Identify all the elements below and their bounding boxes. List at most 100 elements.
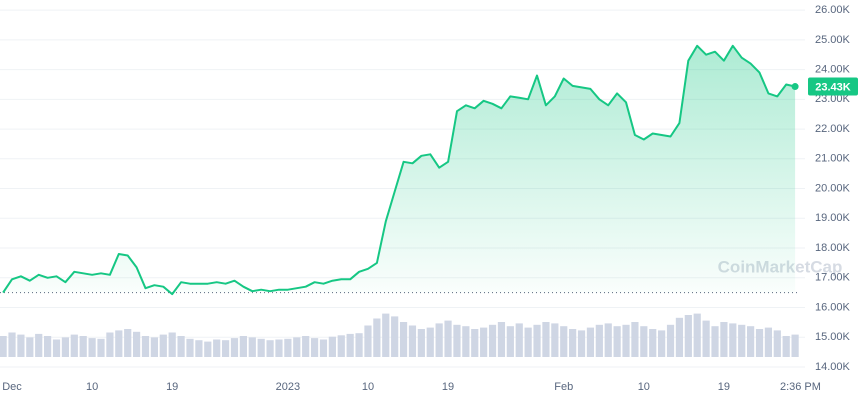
volume-bar <box>302 336 310 357</box>
volume-bar <box>569 329 577 357</box>
x-tick-label: 19 <box>442 381 454 393</box>
volume-bar <box>293 337 301 357</box>
volume-bar <box>382 313 390 357</box>
y-tick-label: 25.00K <box>815 34 851 46</box>
volume-bar <box>70 334 78 357</box>
volume-bar <box>284 338 292 357</box>
volume-bar <box>533 324 541 357</box>
volume-bar <box>515 323 523 357</box>
price-line <box>2 44 796 296</box>
volume-bar <box>604 323 612 357</box>
y-tick-label: 22.00K <box>815 123 851 135</box>
x-tick-label: 2023 <box>276 381 300 393</box>
y-tick-label: 15.00K <box>815 331 851 343</box>
volume-bar <box>649 329 657 357</box>
volume-bar <box>399 322 408 357</box>
x-tick-label: Feb <box>554 381 573 393</box>
volume-bar <box>595 324 603 357</box>
volume-bar <box>435 323 443 357</box>
volume-bar <box>631 322 639 357</box>
volume-bar <box>79 336 87 357</box>
volume-bar <box>275 339 283 357</box>
volume-bar <box>106 332 114 357</box>
volume-bar <box>488 324 497 357</box>
volume-bar <box>684 315 692 357</box>
volume-bar <box>658 330 666 357</box>
price-badge <box>808 77 858 96</box>
volume-bar <box>462 326 470 357</box>
volume-bar <box>150 337 158 357</box>
x-tick-label: 2:36 PM <box>780 381 821 393</box>
x-tick-label: 10 <box>638 381 650 393</box>
x-tick-label: Dec <box>2 381 22 393</box>
volume-bar <box>764 327 773 357</box>
volume-bar <box>426 327 434 357</box>
volume-bar <box>97 338 105 357</box>
volume-bar <box>26 337 34 357</box>
x-tick-label: 10 <box>86 381 98 393</box>
volume-bar <box>408 325 417 357</box>
volume-bar <box>310 338 319 357</box>
y-tick-label: 16.00K <box>815 301 851 313</box>
volume-bar <box>0 336 7 357</box>
volume-bar <box>115 330 123 357</box>
volume-bar <box>480 327 488 357</box>
x-tick-label: 19 <box>166 381 178 393</box>
volume-bar <box>542 322 550 357</box>
volume-bar <box>204 341 212 357</box>
volume-bar <box>257 338 265 357</box>
volume-bar <box>586 327 595 357</box>
volume-bar <box>613 326 621 357</box>
volume-bar <box>471 329 479 357</box>
volume-bar <box>755 329 764 357</box>
volume-bar <box>337 335 345 357</box>
volume-bar <box>61 337 70 357</box>
volume-bar <box>675 317 684 357</box>
volume-bar <box>524 327 532 357</box>
y-tick-label: 17.00K <box>815 272 851 284</box>
x-tick-label: 10 <box>362 381 374 393</box>
volume-bar <box>791 334 799 357</box>
volume-bar <box>693 313 701 357</box>
volume-bar <box>52 339 61 357</box>
volume-bar <box>195 340 203 357</box>
volume-bar <box>168 332 176 357</box>
y-tick-label: 14.00K <box>815 361 851 373</box>
volume-bar <box>141 336 150 357</box>
volume-bar <box>560 326 568 357</box>
volume-bar <box>248 337 256 357</box>
volume-bar <box>132 331 141 357</box>
y-tick-label: 20.00K <box>815 182 851 194</box>
volume-bar <box>666 324 675 357</box>
volume-bar <box>444 320 452 357</box>
volume-bar <box>319 339 328 357</box>
volume-bar <box>230 338 239 357</box>
volume-bar <box>177 336 185 357</box>
volume-bar <box>738 324 746 357</box>
volume-bar <box>221 340 230 357</box>
volume-bar <box>577 330 586 357</box>
price-badge-label: 23.43K <box>815 81 851 93</box>
volume-bar <box>266 340 274 357</box>
volume-bar <box>622 324 630 357</box>
volume-bar <box>782 336 790 357</box>
volume-bar <box>551 323 559 357</box>
volume-bar <box>747 326 755 357</box>
volume-bar <box>239 336 247 357</box>
y-tick-label: 24.00K <box>815 63 851 75</box>
volume-bar <box>640 326 648 357</box>
volume-bar <box>417 329 425 357</box>
volume-bar <box>159 334 167 357</box>
volume-bar <box>773 330 781 357</box>
volume-bar <box>346 333 354 357</box>
x-tick-label: 19 <box>718 381 730 393</box>
volume-bar <box>720 322 728 357</box>
last-point <box>791 83 799 91</box>
price-area <box>3 45 796 295</box>
volume-bar <box>124 329 132 357</box>
volume-bar <box>88 338 96 357</box>
y-tick-label: 23.00K <box>815 93 851 105</box>
volume-bar <box>186 338 194 357</box>
volume-bar <box>17 334 25 357</box>
volume-bar <box>497 322 506 357</box>
